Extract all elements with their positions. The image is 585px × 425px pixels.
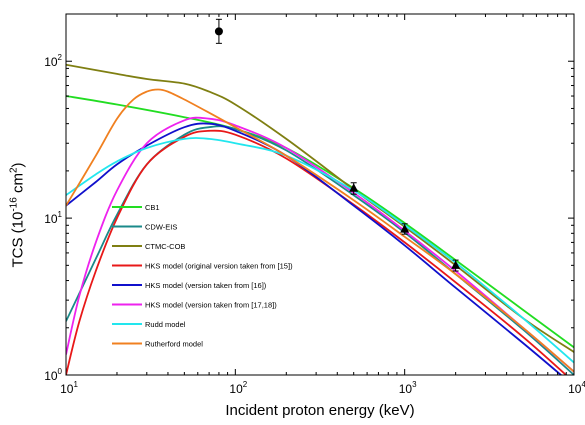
y-axis-label: TCS (10-16 cm2): [9, 162, 28, 268]
series-line-1: [66, 95, 574, 349]
data-point-3: [400, 224, 410, 233]
x-tick-label-4: 104: [568, 380, 585, 396]
series-line-4: [66, 129, 568, 375]
legend-label-1: CB1: [145, 203, 160, 212]
data-point-4: [451, 260, 461, 269]
series-line-7: [66, 137, 574, 364]
x-axis-label: Incident proton energy (keV): [225, 402, 415, 419]
legend-label-6: HKS model (version taken from [17,18]): [145, 301, 277, 310]
legend-label-8: Rutherford model: [145, 340, 203, 349]
data-point-2: [349, 183, 359, 192]
legend-label-3: CTMC-COB: [145, 242, 185, 251]
legend-label-5: HKS model (version taken from [16]): [145, 281, 267, 290]
y-tick-label-2: 101: [44, 210, 62, 226]
series-group: [66, 63, 574, 375]
legend-label-4: HKS model (original version taken from […: [145, 262, 293, 271]
x-tick-label-3: 103: [399, 380, 417, 396]
series-line-5: [66, 122, 563, 375]
legend-label-7: Rudd model: [145, 320, 186, 329]
data-point-1: [214, 27, 223, 36]
series-line-6: [66, 116, 574, 373]
legend-label-2: CDW-EIS: [145, 223, 177, 232]
series-line-3: [66, 63, 574, 353]
y-tick-label-1: 100: [44, 367, 62, 383]
x-tick-label-1: 101: [60, 380, 78, 396]
series-line-8: [66, 88, 574, 373]
legend: CB1 CDW-EIS CTMC-COB HKS model (original ve…: [112, 203, 293, 349]
y-tick-label-3: 102: [44, 53, 62, 69]
plot-frame: [65, 13, 575, 376]
x-tick-label-2: 102: [229, 380, 247, 396]
